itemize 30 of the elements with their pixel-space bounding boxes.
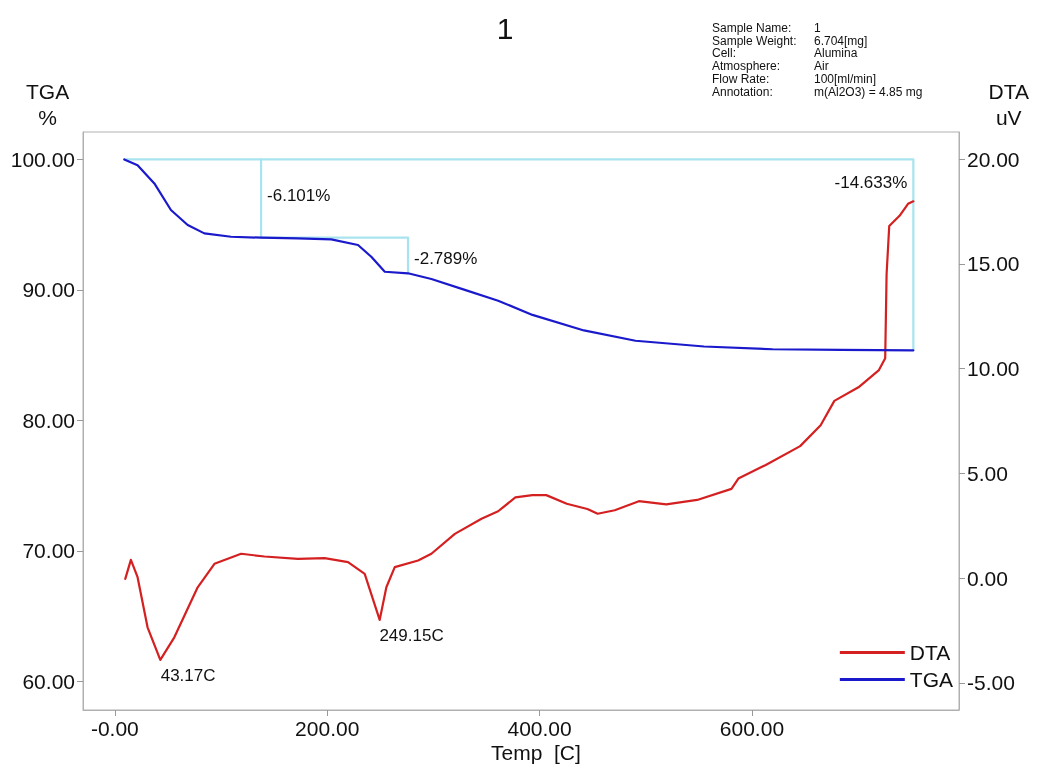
annotation: -14.633%: [834, 172, 908, 192]
annotation: -6.101%: [267, 185, 331, 205]
legend-label: DTA: [909, 641, 951, 664]
y-tick-label: 100.00: [10, 147, 75, 171]
legend-label: TGA: [909, 668, 953, 691]
text: Flow Rate: 100[ml/min]: [712, 71, 877, 86]
chart-title: 1: [496, 11, 514, 45]
text: Atmosphere: Air: [712, 59, 829, 74]
y-tick-label: 90.00: [22, 278, 75, 302]
annotation: 43.17C: [160, 666, 216, 686]
y2-tick-label: 20.00: [967, 147, 1020, 171]
y2-tick-label: 0.00: [967, 566, 1008, 590]
text: Sample Weight: 6.704[mg]: [712, 33, 868, 48]
y2-tick-label: 10.00: [967, 357, 1020, 381]
x-tick-label: 600.00: [719, 717, 785, 740]
x-tick-label: 400.00: [507, 717, 572, 740]
y2-tick-label: -5.00: [967, 671, 1015, 695]
text: Sample Name: 1: [712, 21, 821, 35]
x-tick-label: -0.00: [90, 717, 139, 740]
y-tick-label: 80.00: [22, 408, 75, 432]
x-axis-title: Temp [C]: [491, 741, 581, 764]
y2-tick-label: 15.00: [967, 252, 1020, 276]
y-tick-label: 70.00: [22, 539, 75, 563]
x-tick-label: 200.00: [295, 717, 360, 740]
annotation: -2.789%: [414, 248, 478, 268]
annotation: 249.15C: [379, 625, 444, 645]
y2-tick-label: 5.00: [967, 461, 1008, 485]
y-axis-title: TGA %: [26, 79, 70, 129]
y-tick-label: 60.00: [22, 669, 75, 693]
y2-axis-title: DTA uV: [988, 79, 1030, 129]
